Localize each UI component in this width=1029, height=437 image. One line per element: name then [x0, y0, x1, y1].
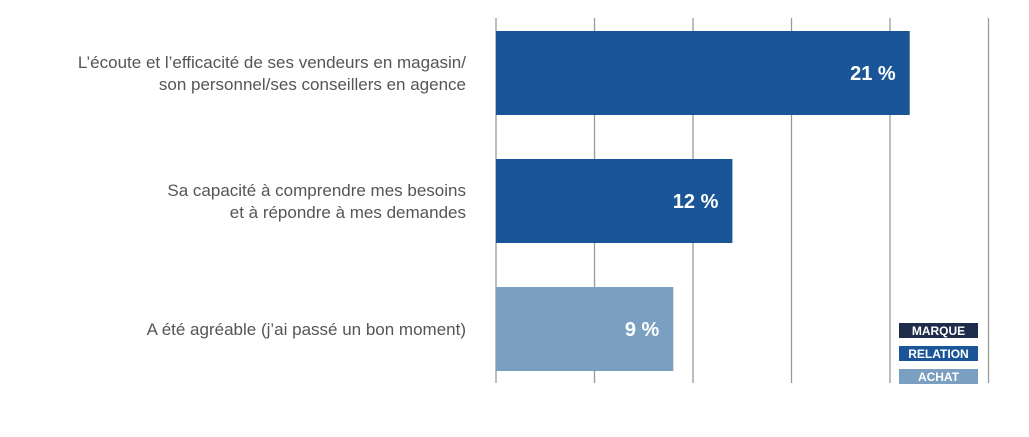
category-label-0-line-1: son personnel/ses conseillers en agence	[159, 75, 466, 94]
legend-swatch-marque	[899, 323, 978, 338]
category-label-1-line-0: Sa capacité à comprendre mes besoins	[167, 181, 466, 200]
bar-2	[496, 287, 674, 371]
legend-swatch-relation	[899, 346, 978, 361]
legend-label-marque: MARQUE	[912, 324, 965, 338]
value-label-1: 12 %	[673, 191, 719, 213]
legend: MARQUE RELATION ACHAT	[899, 323, 978, 384]
legend-swatch-achat	[899, 369, 978, 384]
legend-label-achat: ACHAT	[918, 370, 960, 384]
bars: 21 % 12 % 9 %	[496, 31, 910, 371]
category-label-0-line-0: L’écoute et l’efficacité de ses vendeurs…	[78, 53, 466, 72]
category-labels: L’écoute et l’efficacité de ses vendeurs…	[78, 53, 466, 339]
category-label-1-line-1: et à répondre à mes demandes	[230, 203, 466, 222]
bar-0	[496, 31, 910, 115]
value-label-0: 21 %	[850, 63, 896, 85]
category-label-2-line-0: A été agréable (j’ai passé un bon moment…	[147, 320, 466, 339]
bar-1	[496, 159, 733, 243]
legend-label-relation: RELATION	[908, 347, 968, 361]
value-label-2: 9 %	[625, 319, 660, 341]
